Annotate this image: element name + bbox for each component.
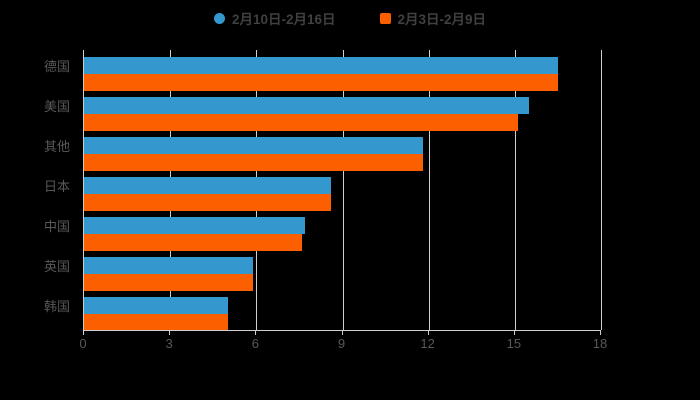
bar-英国-series-2[interactable]	[84, 274, 254, 291]
x-axis-tick-6	[255, 330, 257, 335]
legend-label-series-1: 2月10日-2月16日	[231, 12, 336, 27]
bar-group-德国	[84, 50, 601, 91]
bar-英国-series-1[interactable]	[84, 257, 254, 274]
y-axis-label-其他: 其他	[43, 139, 70, 154]
legend-item-series-1[interactable]: 2月10日-2月16日	[213, 8, 336, 28]
bar-美国-series-2[interactable]	[84, 114, 518, 131]
bar-德国-series-2[interactable]	[84, 74, 558, 91]
x-axis-label-15: 15	[506, 336, 522, 351]
y-axis-label-韩国: 韩国	[43, 299, 70, 314]
bar-其他-series-1[interactable]	[84, 137, 423, 154]
bar-韩国-series-1[interactable]	[84, 297, 228, 314]
bar-韩国-series-2[interactable]	[84, 314, 228, 331]
bar-日本-series-1[interactable]	[84, 177, 331, 194]
bar-中国-series-2[interactable]	[84, 234, 303, 251]
x-axis-label-12: 12	[420, 336, 435, 351]
x-axis-label-9: 9	[337, 336, 346, 351]
x-axis-tick-0	[83, 330, 84, 335]
y-axis-label-德国: 德国	[43, 59, 70, 74]
chart-legend: 2月10日-2月16日 2月3日-2月9日	[0, 6, 700, 30]
bar-美国-series-1[interactable]	[84, 97, 530, 114]
x-axis-tick-15	[513, 330, 515, 335]
x-axis-tick-3	[169, 330, 171, 335]
legend-marker-square-icon	[379, 12, 391, 24]
bar-其他-series-2[interactable]	[84, 154, 423, 171]
bar-group-韩国	[84, 290, 601, 331]
bar-日本-series-2[interactable]	[84, 194, 331, 211]
legend-item-series-2[interactable]: 2月3日-2月9日	[379, 8, 487, 28]
bar-group-中国	[84, 210, 601, 251]
gridline-x-15	[514, 50, 516, 330]
bar-中国-series-1[interactable]	[84, 217, 306, 234]
bar-group-日本	[84, 170, 601, 211]
x-axis-label-3: 3	[165, 336, 173, 351]
x-axis-tick-labels: 0 3 6 9 12 15 18	[0, 336, 700, 356]
gridline-x-12	[428, 50, 430, 330]
x-axis-tick-9	[341, 330, 343, 335]
x-axis-label-6: 6	[251, 336, 259, 351]
y-axis-label-英国: 英国	[43, 259, 70, 274]
bar-group-美国	[84, 90, 601, 131]
x-axis-label-18: 18	[592, 336, 608, 351]
x-axis-tick-18	[600, 330, 601, 335]
legend-marker-circle-icon	[213, 12, 225, 24]
legend-label-series-2: 2月3日-2月9日	[397, 12, 487, 27]
bar-group-其他	[84, 130, 601, 171]
x-axis-line	[83, 330, 601, 335]
bar-group-英国	[84, 250, 601, 291]
y-axis-label-中国: 中国	[43, 219, 70, 234]
x-axis-label-0: 0	[79, 336, 87, 351]
y-axis-label-美国: 美国	[43, 99, 70, 114]
y-axis-label-日本: 日本	[43, 179, 70, 194]
y-axis-category-labels: 德国美国其他日本中国英国韩国	[0, 50, 76, 330]
gridline-x-18	[601, 50, 602, 330]
x-axis-tick-12	[427, 330, 429, 335]
plot-area	[83, 50, 602, 331]
bar-德国-series-1[interactable]	[84, 57, 558, 74]
gridline-x-9	[342, 50, 344, 330]
